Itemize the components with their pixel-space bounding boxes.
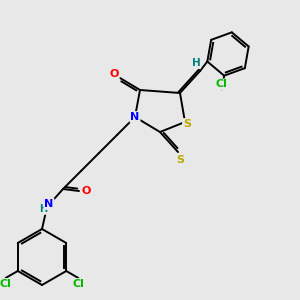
Text: H: H [39, 204, 47, 214]
Text: N: N [130, 112, 140, 122]
Text: H: H [192, 58, 200, 68]
Text: S: S [183, 119, 191, 129]
Text: S: S [176, 155, 184, 165]
Text: O: O [81, 186, 91, 196]
Text: N: N [44, 199, 54, 209]
Text: Cl: Cl [72, 279, 84, 289]
Text: Cl: Cl [0, 279, 12, 289]
Text: Cl: Cl [216, 80, 228, 89]
Text: O: O [109, 69, 119, 79]
